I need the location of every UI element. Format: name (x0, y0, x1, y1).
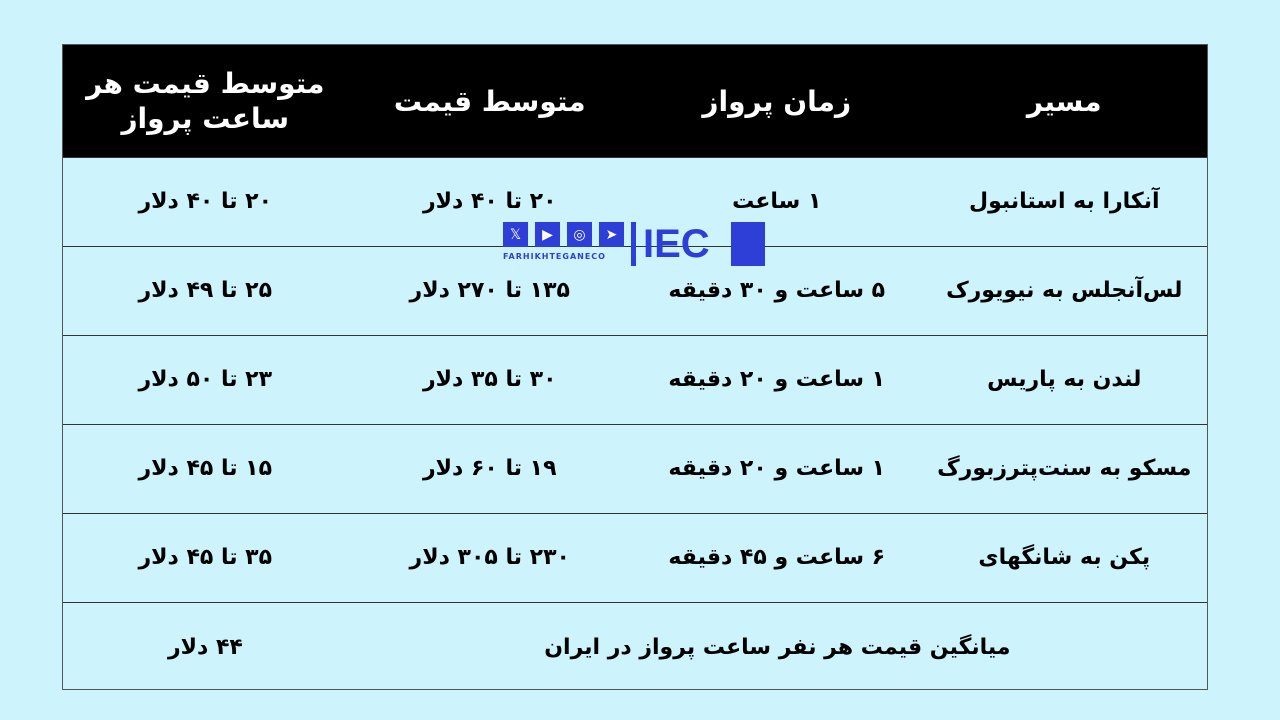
table-row: لس‌آنجلس به نیویورک ۵ ساعت و ۳۰ دقیقه ۱۳… (63, 247, 1207, 336)
table-row: آنکارا به استانبول ۱ ساعت ۲۰ تا ۴۰ دلار … (63, 158, 1207, 247)
avg-price: ۱۹ تا ۶۰ دلار (422, 456, 557, 482)
table-footer-row: میانگین قیمت هر نفر ساعت پرواز در ایران … (63, 603, 1207, 692)
table-row: پکن به شانگهای ۶ ساعت و ۴۵ دقیقه ۲۳۰ تا … (63, 514, 1207, 603)
route: لس‌آنجلس به نیویورک (946, 278, 1183, 304)
avg-hourly: ۳۵ تا ۴۵ دلار (138, 545, 273, 571)
avg-hourly: ۲۳ تا ۵۰ دلار (138, 367, 273, 393)
avg-price: ۲۰ تا ۴۰ دلار (422, 189, 557, 215)
avg-price: ۳۰ تا ۳۵ دلار (422, 367, 557, 393)
footer-value: ۴۴ دلار (167, 634, 243, 660)
avg-price: ۱۳۵ تا ۲۷۰ دلار (409, 278, 570, 304)
avg-price: ۲۳۰ تا ۳۰۵ دلار (409, 545, 570, 571)
duration: ۱ ساعت و ۲۰ دقیقه (668, 456, 886, 482)
footer-label: میانگین قیمت هر نفر ساعت پرواز در ایران (544, 634, 1011, 660)
header-duration: زمان پرواز (702, 84, 852, 118)
watermark-brand: IEC (643, 222, 710, 266)
flight-price-table: مسیر زمان پرواز متوسط قیمت متوسط قیمت هر… (62, 44, 1208, 690)
duration: ۱ ساعت و ۲۰ دقیقه (668, 367, 886, 393)
avg-hourly: ۲۰ تا ۴۰ دلار (138, 189, 273, 215)
logo-emblem (731, 222, 765, 266)
header-avg-price: متوسط قیمت (393, 84, 586, 118)
duration: ۵ ساعت و ۳۰ دقیقه (668, 278, 886, 304)
youtube-icon: ▶ (535, 222, 560, 247)
table-row: لندن به پاریس ۱ ساعت و ۲۰ دقیقه ۳۰ تا ۳۵… (63, 336, 1207, 425)
header-route: مسیر (1026, 84, 1102, 118)
table-header: مسیر زمان پرواز متوسط قیمت متوسط قیمت هر… (63, 45, 1207, 158)
duration: ۱ ساعت (732, 189, 822, 215)
watermark-tagline: FARHIKHTEGANECO (503, 252, 606, 261)
route: مسکو به سنت‌پترزبورگ (937, 456, 1192, 482)
route: لندن به پاریس (987, 367, 1142, 393)
instagram-icon: ◎ (567, 222, 592, 247)
logo-divider (631, 222, 636, 266)
watermark-logo: 𝕏 ▶ ◎ ➤ FARHIKHTEGANECO IEC (503, 222, 765, 268)
avg-hourly: ۱۵ تا ۴۵ دلار (138, 456, 273, 482)
telegram-icon: ➤ (599, 222, 624, 247)
avg-hourly: ۲۵ تا ۴۹ دلار (138, 278, 273, 304)
header-avg-hourly: متوسط قیمت هر ساعت پرواز (86, 67, 325, 135)
x-icon: 𝕏 (503, 222, 528, 247)
duration: ۶ ساعت و ۴۵ دقیقه (668, 545, 886, 571)
route: پکن به شانگهای (978, 545, 1151, 571)
table-row: مسکو به سنت‌پترزبورگ ۱ ساعت و ۲۰ دقیقه ۱… (63, 425, 1207, 514)
route: آنکارا به استانبول (968, 189, 1160, 215)
